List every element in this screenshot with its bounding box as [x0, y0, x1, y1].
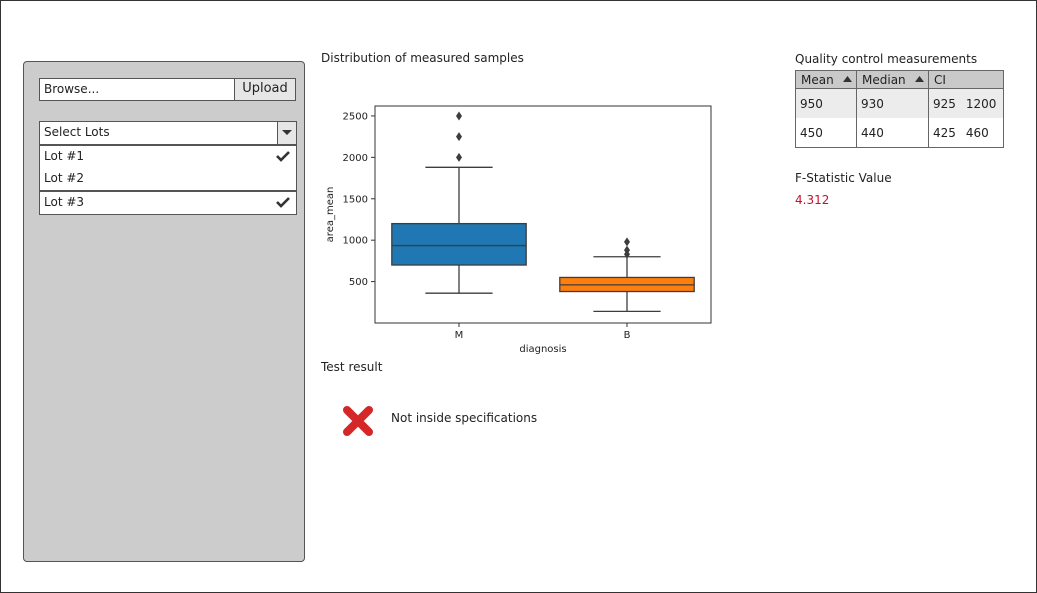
column-header-median[interactable]: Median — [856, 70, 929, 89]
outlier-point — [456, 111, 462, 121]
chevron-down-icon — [282, 130, 292, 135]
column-header-label: Mean — [801, 72, 834, 87]
x-mark-icon — [343, 406, 373, 436]
qc-heading: Quality control measurements — [795, 52, 978, 66]
ci-low: 925 — [933, 96, 956, 111]
test-result-text: Not inside specifications — [391, 411, 538, 425]
y-tick-label: 1000 — [343, 236, 368, 247]
column-header-label: Median — [862, 72, 906, 87]
select-lots-dropdown[interactable]: Select Lots — [39, 121, 297, 145]
outlier-point — [456, 152, 462, 162]
table-row: 950 930 925 1200 — [795, 88, 1004, 118]
lot-option-2[interactable]: Lot #2 — [39, 168, 297, 191]
column-header-mean[interactable]: Mean — [795, 70, 857, 89]
sidebar-panel: Browse... Upload Select Lots Lot #1 Lot … — [23, 61, 305, 562]
lot-option-3[interactable]: Lot #3 — [39, 191, 297, 215]
y-tick-label: 2500 — [343, 111, 368, 122]
outlier-point — [624, 237, 630, 247]
x-tick-label: M — [455, 330, 464, 341]
upload-button[interactable]: Upload — [234, 78, 296, 101]
y-tick-label: 1500 — [343, 194, 368, 205]
mean-cell: 950 — [795, 88, 857, 118]
checkmark-icon — [276, 151, 290, 162]
test-result-heading: Test result — [321, 360, 383, 374]
column-header-ci[interactable]: CI — [928, 70, 1004, 89]
sort-asc-icon — [843, 76, 852, 82]
lot-option-label: Lot #2 — [44, 171, 85, 185]
checkmark-icon — [276, 197, 290, 208]
chart-heading: Distribution of measured samples — [321, 51, 524, 65]
ci-cell: 425 460 — [928, 118, 1004, 148]
ci-high: 460 — [965, 125, 989, 140]
box-M — [391, 222, 527, 266]
lot-option-label: Lot #1 — [44, 149, 85, 163]
x-axis-label: diagnosis — [519, 344, 566, 355]
qc-table: Mean Median CI 950 930 925 1200 450 — [795, 70, 1004, 148]
outlier-point — [456, 132, 462, 142]
file-browse-field[interactable]: Browse... — [39, 78, 237, 101]
median-cell: 930 — [856, 88, 929, 118]
y-axis-label: area_mean — [325, 187, 336, 243]
y-tick-label: 500 — [349, 277, 368, 288]
ci-cell: 925 1200 — [928, 88, 1004, 118]
x-tick-label: B — [624, 330, 631, 341]
median-cell: 440 — [856, 118, 929, 148]
fstat-value: 4.312 — [795, 193, 830, 207]
outlier-point — [624, 245, 630, 255]
dropdown-toggle[interactable] — [277, 122, 296, 144]
lot-option-label: Lot #3 — [44, 195, 85, 209]
lot-option-1[interactable]: Lot #1 — [39, 145, 297, 169]
ci-low: 425 — [933, 125, 956, 140]
y-tick-label: 2000 — [343, 153, 368, 164]
ci-high: 1200 — [965, 96, 997, 111]
fstat-heading: F-Statistic Value — [795, 171, 892, 185]
select-lots-label: Select Lots — [44, 125, 110, 139]
sort-asc-icon — [915, 76, 924, 82]
table-row: 450 440 425 460 — [795, 118, 1004, 148]
column-header-label: CI — [934, 72, 946, 87]
mean-cell: 450 — [795, 118, 857, 148]
